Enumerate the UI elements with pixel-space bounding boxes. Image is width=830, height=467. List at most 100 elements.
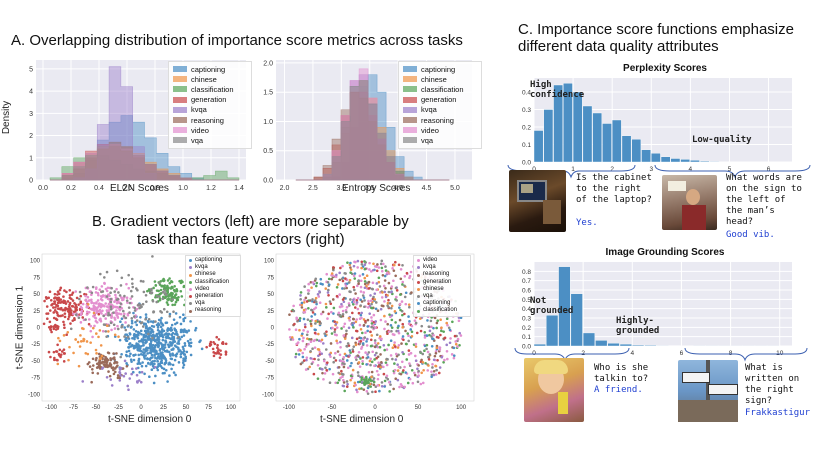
point-captioning [158, 362, 162, 366]
point-captioning [348, 349, 352, 352]
legend-label: captioning [423, 300, 451, 307]
point-chinese [427, 364, 430, 367]
point-vqa [164, 293, 168, 297]
point-generation [53, 296, 57, 299]
point-chinese [94, 348, 98, 352]
point-video [385, 348, 389, 351]
point-generation [60, 350, 64, 353]
point-captioning [140, 332, 143, 336]
point-chinese [349, 268, 353, 271]
point-vqa [102, 323, 106, 326]
point-generation [52, 325, 55, 329]
point-video [391, 267, 394, 270]
point-vqa [378, 285, 382, 288]
point-kvqa [350, 336, 354, 340]
point-captioning [432, 326, 435, 330]
point-reasoning [398, 318, 402, 322]
point-classification [440, 329, 443, 333]
point-generation [59, 286, 63, 290]
point-classification [167, 286, 170, 290]
point-video [383, 327, 386, 331]
histogram-bar [641, 149, 651, 163]
point-captioning [142, 322, 146, 325]
point-captioning [378, 389, 381, 393]
point-captioning [189, 341, 193, 345]
point-captioning [146, 346, 150, 350]
point-generation [48, 320, 52, 324]
point-vqa [332, 356, 336, 360]
point-captioning [142, 333, 146, 337]
point-reasoning [97, 352, 101, 356]
point-classification [390, 326, 394, 329]
point-captioning [125, 354, 129, 358]
point-captioning [174, 322, 177, 326]
panel-a-title: A. Overlapping distribution of importanc… [11, 32, 463, 49]
point-captioning [168, 361, 171, 365]
point-classification [436, 319, 440, 322]
point-captioning [144, 354, 148, 357]
point-vqa [135, 319, 139, 322]
x-tick-label: -25 [114, 405, 123, 411]
point-generation [97, 312, 101, 316]
point-generation [367, 287, 371, 290]
point-generation [313, 357, 316, 361]
point-video [125, 282, 128, 286]
not-grounded-annotation: Not grounded [530, 296, 574, 316]
point-classification [180, 295, 184, 298]
point-captioning [183, 344, 187, 347]
point-vqa [103, 276, 106, 279]
point-vqa [118, 294, 122, 297]
point-reasoning [432, 369, 436, 373]
point-vqa [150, 287, 153, 291]
point-captioning [155, 366, 159, 370]
point-captioning [151, 333, 155, 336]
x-tick-label: 50 [183, 405, 190, 411]
point-reasoning [342, 381, 346, 384]
point-classification [327, 277, 331, 281]
point-video [376, 377, 380, 381]
point-vqa [337, 371, 340, 375]
point-reasoning [399, 277, 403, 281]
point-chinese [86, 352, 90, 356]
point-captioning [150, 368, 154, 372]
point-video [445, 350, 449, 353]
point-video [398, 385, 401, 389]
point-vqa [159, 310, 162, 313]
point-reasoning [337, 365, 341, 369]
point-vqa [125, 299, 129, 302]
point-captioning [150, 346, 153, 349]
point-chinese [354, 320, 358, 324]
point-kvqa [136, 380, 139, 383]
point-kvqa [139, 380, 143, 384]
point-vqa [384, 265, 387, 268]
point-video [115, 313, 118, 317]
x-tick-label: -50 [328, 405, 337, 411]
point-reasoning [112, 372, 116, 376]
point-reasoning [410, 291, 413, 294]
legend-swatch [403, 66, 417, 73]
point-kvqa [321, 367, 324, 371]
point-video [113, 327, 117, 330]
point-vqa [119, 355, 122, 359]
point-vqa [155, 294, 159, 298]
point-chinese [67, 358, 70, 362]
point-classification [363, 260, 366, 263]
point-generation [360, 260, 364, 264]
point-kvqa [105, 375, 109, 379]
point-vqa [151, 255, 154, 258]
point-vqa [162, 307, 166, 311]
point-kvqa [416, 367, 419, 371]
point-video [312, 339, 316, 343]
point-classification [174, 293, 178, 296]
point-captioning [120, 352, 123, 356]
point-classification [363, 280, 367, 283]
x-tick-label: 4.5 [422, 185, 432, 192]
point-captioning [163, 346, 167, 349]
point-vqa [353, 288, 356, 292]
point-vqa [379, 262, 383, 266]
histogram-bar [572, 91, 583, 163]
point-captioning [159, 364, 163, 368]
legend-dot [417, 280, 420, 284]
point-video [110, 328, 113, 332]
point-generation [53, 356, 56, 360]
